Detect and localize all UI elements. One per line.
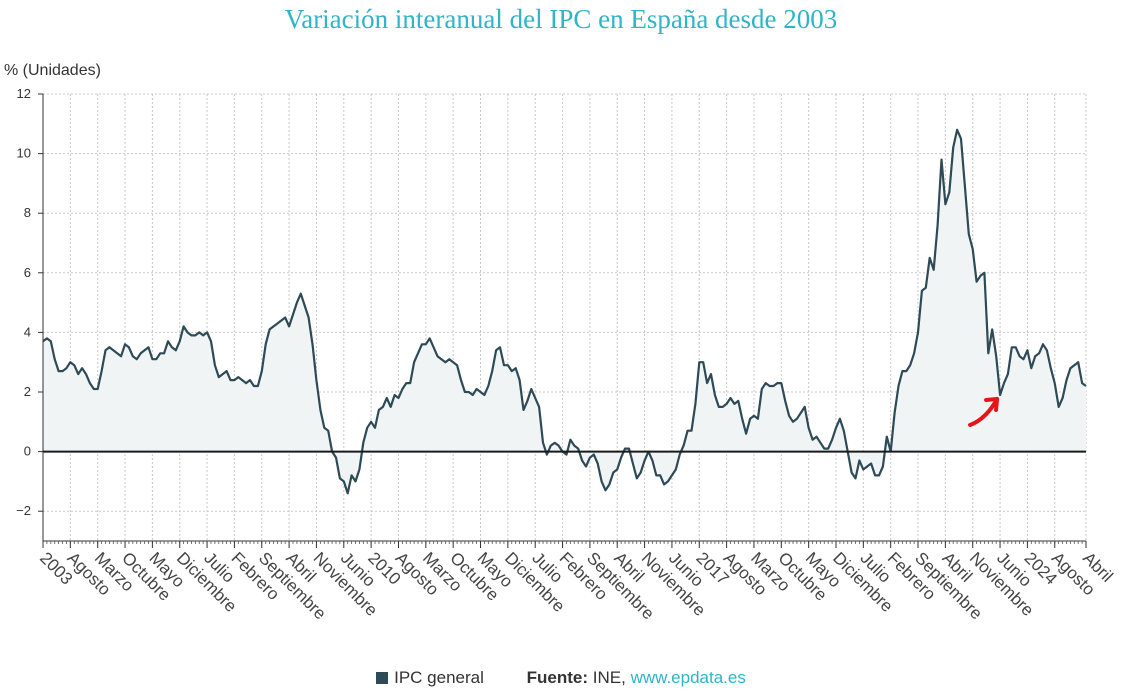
legend: IPC general Fuente: INE, www.epdata.es <box>0 668 1122 688</box>
axes <box>42 94 1086 542</box>
y-tick-label: −2 <box>16 503 31 518</box>
y-tick-label: 10 <box>17 146 31 161</box>
legend-swatch <box>376 672 389 684</box>
area-fill <box>43 129 1086 494</box>
series-line <box>42 128 1087 495</box>
annotation-arrow-head <box>984 396 1000 412</box>
source-link[interactable]: www.epdata.es <box>630 668 746 687</box>
chart-title: Variación interanual del IPC en España d… <box>284 4 838 34</box>
source-text: INE, <box>592 668 626 687</box>
y-tick-label: 8 <box>24 205 31 220</box>
y-tick-label: 12 <box>17 86 31 101</box>
y-tick-label: 0 <box>24 444 31 459</box>
y-tick-label: 4 <box>24 324 31 339</box>
source-note: Fuente: INE, www.epdata.es <box>527 668 746 687</box>
area-path <box>43 129 1086 494</box>
y-axis-label: % (Unidades) <box>4 62 101 79</box>
series-line-ipc-general <box>42 128 1087 495</box>
legend-label: IPC general <box>394 668 484 687</box>
y-ticks: 12 10 8 6 4 2 0 −2 <box>16 86 43 518</box>
source-label: Fuente: <box>526 668 589 687</box>
y-tick-label: 2 <box>24 384 31 399</box>
y-tick-label: 6 <box>24 265 31 280</box>
legend-item[interactable]: IPC general <box>376 668 489 687</box>
annotation-arrow <box>968 396 1000 427</box>
x-ticks: 2003AgostoMarzoOctubreMayoDiciembreJulio… <box>36 541 1117 623</box>
